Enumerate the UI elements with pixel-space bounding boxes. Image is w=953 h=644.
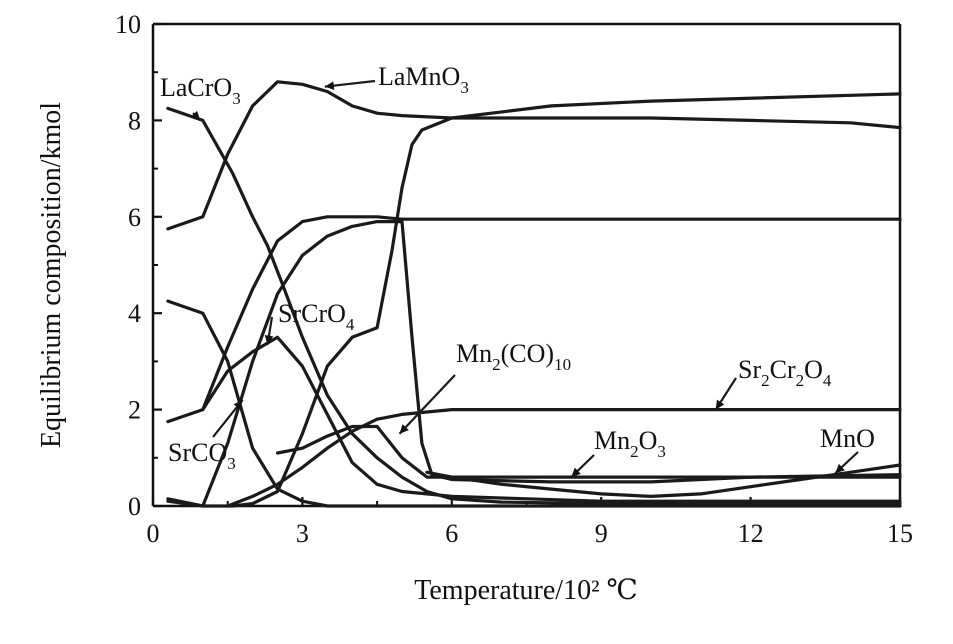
y-tick-label: 4	[128, 299, 141, 328]
x-tick-label: 6	[445, 519, 458, 548]
x-tick-label: 3	[296, 519, 309, 548]
leader-arrow-mn2co10	[399, 424, 409, 434]
label-sr2cr2o4: Sr2Cr2O4	[738, 355, 832, 390]
x-tick-label: 9	[595, 519, 608, 548]
leader-mn2co10	[398, 374, 456, 435]
series-line-mn2co10	[166, 92, 902, 508]
leader-arrow-sr2cr2o4	[715, 399, 725, 410]
label-leaders	[190, 79, 859, 478]
series-line-lamno3	[166, 80, 902, 231]
y-tick-label: 10	[115, 10, 141, 39]
label-srco3: SrCO3	[168, 438, 236, 473]
series-line-upper-strand	[201, 215, 902, 412]
y-axis-title: Equilibrium composition/kmol	[36, 102, 67, 448]
label-mn2o3: Mn2O3	[594, 426, 666, 461]
leader-arrow-srco3	[233, 399, 243, 410]
x-tick-label: 15	[887, 519, 913, 548]
series-line-lacro3	[166, 106, 902, 506]
series-line-mno	[425, 463, 902, 498]
series-line-srco3	[166, 299, 902, 508]
y-tick-label: 2	[128, 396, 141, 425]
y-tick-label: 0	[128, 492, 141, 521]
leader-arrow-lacro3	[190, 110, 201, 121]
series-labels: LaCrO3 LaMnO3 SrCrO4 SrCO3 Mn2(CO)10 Sr2…	[160, 62, 875, 473]
leader-arrow-lamno3	[324, 81, 335, 90]
label-lamno3: LaMnO3	[378, 62, 469, 97]
label-lacro3: LaCrO3	[160, 73, 241, 108]
x-tick-label: 0	[147, 519, 160, 548]
x-axis-title: Temperature/10² ℃	[414, 575, 638, 606]
y-tick-label: 6	[128, 203, 141, 232]
y-tick-label: 8	[128, 106, 141, 135]
x-tick-label: 12	[738, 519, 764, 548]
leader-arrow-mno	[835, 463, 845, 474]
series-line-sr2cr2o4	[226, 408, 902, 508]
leader-arrow-srcro4	[264, 334, 274, 345]
series-line-srcro4	[166, 335, 902, 503]
label-mn2co10: Mn2(CO)10	[456, 339, 571, 374]
label-mno: MnO	[820, 424, 875, 453]
series-line-mid-strand	[166, 220, 902, 508]
y-ticks: 0 2 4 6 8 10	[115, 10, 162, 521]
leader-arrow-mn2o3	[571, 467, 581, 478]
label-srcro4: SrCrO4	[278, 299, 355, 334]
series-line-mn2o3	[275, 424, 902, 479]
series-lines	[166, 80, 902, 508]
